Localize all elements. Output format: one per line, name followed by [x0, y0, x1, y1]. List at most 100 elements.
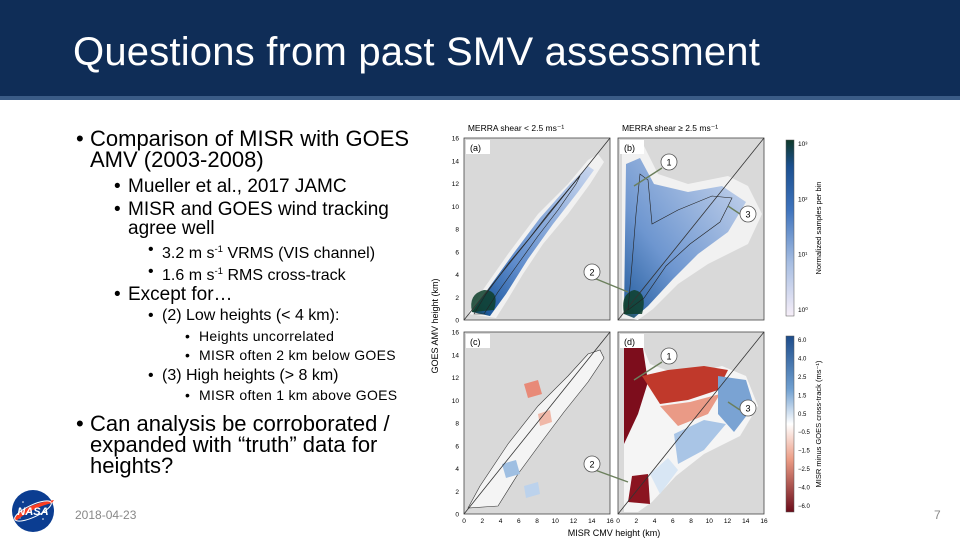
callout-1-top: 1 [666, 158, 671, 168]
y-tick-label: 14 [452, 158, 460, 165]
vrms-label: VRMS (VIS channel) [223, 245, 376, 262]
colorbar-bottom-tick: −0.5 [798, 430, 811, 436]
slide-date: 2018-04-23 [75, 508, 137, 522]
vrms-sup: -1 [214, 244, 223, 255]
x-tick-label: 10 [552, 518, 560, 525]
y-tick-label: 12 [452, 181, 460, 188]
x-tick-label: 6 [671, 518, 675, 525]
x-tick-label: 12 [724, 518, 732, 525]
colorbar-bottom-tick: −6.0 [798, 504, 811, 510]
x-tick-label: 14 [588, 518, 596, 525]
callout-markers: 1 2 3 1 2 3 [583, 153, 757, 473]
y-tick-label: 2 [455, 295, 459, 302]
callout-3-top: 3 [745, 210, 750, 220]
panel-title-left: MERRA shear < 2.5 ms⁻¹ [468, 123, 565, 133]
bullet-high-heights-text: (3) High heights (> 8 km) [162, 367, 339, 384]
panel-d-label: (d) [624, 337, 635, 347]
panel-a-label: (a) [470, 143, 481, 153]
bullet-comparison: • Comparison of MISR with GOES AMV (2003… [76, 126, 410, 172]
x-tick-label: 8 [535, 518, 539, 525]
colorbar-bottom-tick: 6.0 [798, 338, 807, 344]
page-number: 7 [934, 508, 941, 522]
x-axis-label: MISR CMV height (km) [568, 528, 661, 538]
callout-1-bottom: 1 [666, 352, 671, 362]
bullet-rms: • 1.6 m s-1 RMS cross-track [148, 263, 346, 284]
bullet-above-goes: • MISR often 1 km above GOES [185, 387, 398, 403]
bullet-low-heights-text: (2) Low heights (< 4 km): [162, 307, 340, 324]
x-tick-label: 14 [742, 518, 750, 525]
svg-text:NASA: NASA [17, 506, 48, 518]
callout-3-bottom: 3 [745, 404, 750, 414]
x-tick-label: 6 [517, 518, 521, 525]
bullet-low-heights: • (2) Low heights (< 4 km): [148, 307, 340, 324]
rms-sup: -1 [214, 266, 223, 277]
panel-d: (d) [617, 331, 765, 515]
x-tick-label: 4 [653, 518, 657, 525]
colorbar-bottom-tick: 1.5 [798, 393, 807, 399]
bullet-truth: • Can analysis be corroborated / expande… [76, 411, 435, 478]
colorbar-top-label: Normalized samples per bin [814, 182, 823, 275]
rms-value: 1.6 m s [162, 267, 215, 284]
panel-b-label: (b) [624, 143, 635, 153]
bullet-vrms: • 3.2 m s-1 VRMS (VIS channel) [148, 241, 376, 262]
x-tick-label: 0 [616, 518, 620, 525]
y-tick-label: 8 [455, 421, 459, 428]
panel-c: (c) [463, 331, 611, 515]
bullet-except: • Except for… [114, 284, 233, 305]
panel-title-right: MERRA shear ≥ 2.5 ms⁻¹ [622, 123, 718, 133]
y-tick-label: 8 [455, 227, 459, 234]
colorbar-top-tick: 10³ [798, 141, 808, 148]
y-tick-label: 4 [455, 272, 459, 279]
y-tick-label: 6 [455, 443, 459, 450]
colorbar-bottom-tick: −2.5 [798, 467, 811, 473]
bullet-above-goes-text: MISR often 1 km above GOES [199, 387, 398, 403]
colorbar-top: 10³ 10² 10¹ 10⁰ Normalized samples per bin [785, 139, 823, 317]
x-tick-label: 2 [480, 518, 484, 525]
bullet-agree: • MISR and GOES wind tracking agree well [114, 199, 433, 239]
x-tick-label: 8 [689, 518, 693, 525]
x-tick-label: 0 [462, 518, 466, 525]
colorbar-bottom-tick: 0.5 [798, 412, 807, 418]
colorbar-top-tick: 10² [798, 196, 808, 203]
x-tick-label: 10 [706, 518, 714, 525]
y-axis-label: GOES AMV height (km) [430, 278, 440, 373]
panel-b: (b) [617, 137, 765, 321]
y-tick-label: 0 [455, 318, 459, 325]
vrms-value: 3.2 m s [162, 245, 215, 262]
y-tick-label: 16 [452, 330, 460, 337]
callout-2-bottom: 2 [589, 460, 594, 470]
y-tick-label: 0 [455, 512, 459, 519]
x-tick-label: 12 [570, 518, 578, 525]
x-tick-label: 16 [606, 518, 614, 525]
rms-label: RMS cross-track [223, 267, 346, 284]
y-tick-label: 12 [452, 375, 460, 382]
colorbar-bottom-tick: 4.0 [798, 356, 807, 362]
y-tick-label: 10 [452, 398, 460, 405]
colorbar-bottom-tick: 2.5 [798, 375, 807, 381]
y-tick-label: 6 [455, 249, 459, 256]
bullet-below-goes: • MISR often 2 km below GOES [185, 347, 396, 363]
colorbar-top-tick: 10⁰ [798, 306, 808, 314]
bullet-uncorrelated: • Heights uncorrelated [185, 328, 335, 344]
bullet-agree-text: MISR and GOES wind tracking agree well [128, 199, 389, 239]
bullet-uncorrelated-text: Heights uncorrelated [199, 328, 335, 344]
colorbar-bottom: 6.0 4.0 2.5 1.5 0.5 −0.5 −1.5 −2.5 −4.0 −6.0 MISR… [785, 335, 823, 513]
colorbar-bottom-label: MISR minus GOES cross-track (ms⁻¹) [814, 360, 823, 487]
bullet-comparison-text: Comparison of MISR with GOES AMV (2003-2… [90, 126, 410, 172]
x-axis-ticks: 0 2 4 6 8 10 12 14 16 0 2 4 6 8 10 12 14 16 [462, 518, 768, 525]
x-tick-label: 4 [499, 518, 503, 525]
colorbar-bottom-tick: −4.0 [798, 486, 811, 492]
y-tick-label: 14 [452, 352, 460, 359]
colorbar-bottom-tick: −1.5 [798, 449, 811, 455]
bullet-mueller: • Mueller et al., 2017 JAMC [114, 176, 347, 197]
bullet-except-text: Except for… [128, 284, 233, 305]
bullet-list: • Comparison of MISR with GOES AMV (2003… [0, 0, 440, 540]
callout-2-top: 2 [589, 268, 594, 278]
x-tick-label: 16 [760, 518, 768, 525]
bullet-mueller-text: Mueller et al., 2017 JAMC [128, 176, 347, 197]
bullet-truth-text: Can analysis be corroborated / expanded … [90, 411, 390, 478]
y-axis-ticks: 0 2 4 6 8 10 12 14 16 0 2 4 6 8 10 12 14 16 [452, 136, 460, 519]
bullet-high-heights: • (3) High heights (> 8 km) [148, 367, 339, 384]
slide-title: Questions from past SMV assessment [73, 30, 761, 74]
panel-a: (a) [463, 137, 611, 321]
